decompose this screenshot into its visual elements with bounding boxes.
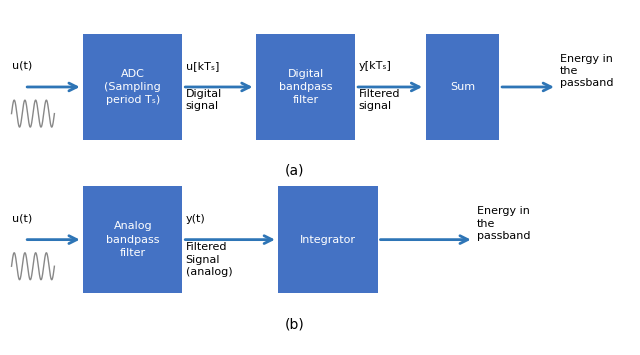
Text: Integrator: Integrator	[300, 235, 356, 245]
Text: Energy in
the
passband: Energy in the passband	[477, 206, 531, 241]
Text: u[kTₛ]: u[kTₛ]	[186, 61, 219, 71]
Text: u(t): u(t)	[12, 214, 32, 224]
Text: y(t): y(t)	[186, 214, 205, 224]
Text: (b): (b)	[285, 318, 304, 332]
Text: Sum: Sum	[450, 82, 475, 92]
FancyBboxPatch shape	[256, 34, 355, 140]
Text: u(t): u(t)	[12, 61, 32, 71]
FancyBboxPatch shape	[83, 186, 182, 293]
Text: y[kTₛ]: y[kTₛ]	[358, 61, 391, 71]
Text: ADC
(Sampling
period Tₛ): ADC (Sampling period Tₛ)	[104, 69, 161, 105]
FancyBboxPatch shape	[83, 34, 182, 140]
Text: Filtered
Signal
(analog): Filtered Signal (analog)	[186, 242, 232, 277]
FancyBboxPatch shape	[426, 34, 499, 140]
Text: Digital
bandpass
filter: Digital bandpass filter	[279, 69, 332, 105]
Text: Filtered
signal: Filtered signal	[358, 89, 400, 111]
Text: Digital
signal: Digital signal	[186, 89, 222, 111]
Text: Energy in
the
passband: Energy in the passband	[560, 54, 614, 88]
Text: Analog
bandpass
filter: Analog bandpass filter	[106, 222, 159, 258]
Text: (a): (a)	[285, 163, 304, 178]
FancyBboxPatch shape	[278, 186, 378, 293]
